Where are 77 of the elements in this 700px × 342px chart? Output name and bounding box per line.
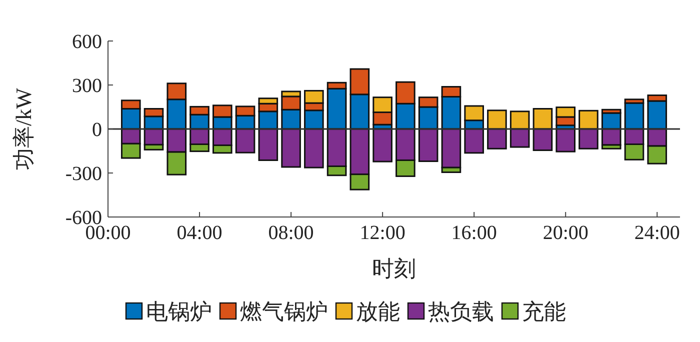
x-tick-label: 24:00	[634, 222, 680, 244]
bar	[281, 96, 301, 110]
bar	[120, 142, 141, 159]
bar	[258, 128, 278, 161]
bar	[624, 98, 644, 104]
bar	[326, 128, 347, 168]
bar	[396, 128, 416, 161]
x-tick-label: 08:00	[268, 222, 314, 244]
bar	[487, 128, 507, 150]
bar	[441, 96, 462, 130]
bar	[144, 108, 164, 118]
bar	[396, 81, 416, 104]
x-tick-label: 20:00	[542, 222, 588, 244]
y-axis-title: 功率/kW	[11, 88, 36, 170]
bar	[441, 166, 462, 174]
y-tick-label: 0	[92, 119, 102, 141]
bar	[190, 144, 210, 152]
x-tick-label: 04:00	[176, 222, 222, 244]
bar	[304, 128, 324, 168]
bar	[258, 98, 278, 104]
bar	[350, 94, 370, 130]
bar	[441, 86, 462, 98]
bar	[166, 98, 187, 130]
legend-label: 热负载	[428, 299, 494, 324]
bar	[487, 110, 507, 130]
bar	[120, 100, 141, 110]
legend-label: 充能	[522, 299, 566, 324]
bar	[532, 128, 553, 152]
legend-label: 放能	[356, 299, 400, 324]
bar	[578, 110, 598, 130]
bar	[350, 174, 370, 190]
bar	[556, 128, 576, 152]
bar	[464, 128, 484, 154]
bar	[396, 159, 416, 177]
y-tick-label: 600	[72, 31, 102, 53]
bar	[510, 110, 530, 130]
bar	[464, 105, 484, 122]
bar	[350, 128, 370, 176]
bar	[624, 144, 644, 160]
y-tick-label: -300	[65, 163, 102, 185]
bar	[601, 108, 622, 114]
y-tick-label: 300	[72, 75, 102, 97]
bar	[326, 82, 347, 90]
bar	[166, 82, 187, 100]
legend-label: 燃气锅炉	[240, 299, 328, 324]
bar	[418, 128, 438, 162]
bar	[556, 106, 576, 118]
bar	[326, 166, 347, 176]
bar	[441, 128, 462, 168]
bar	[304, 90, 324, 104]
bar	[326, 88, 347, 130]
bar	[166, 151, 187, 176]
bar	[532, 108, 553, 130]
x-tick-label: 12:00	[360, 222, 406, 244]
legend-label: 电锅炉	[146, 299, 212, 324]
bar	[144, 144, 164, 150]
bar	[647, 145, 668, 164]
bar	[281, 90, 301, 98]
bar	[212, 144, 232, 154]
bar	[510, 128, 530, 148]
bar	[578, 128, 598, 150]
bar	[212, 104, 232, 118]
bar	[372, 112, 392, 126]
bar	[281, 128, 301, 168]
bar	[647, 100, 668, 130]
bar	[418, 96, 438, 108]
bar	[350, 68, 370, 96]
x-axis-title: 时刻	[372, 256, 416, 281]
bar	[235, 128, 256, 154]
bar	[190, 106, 210, 116]
bar	[372, 128, 392, 162]
x-tick-label: 16:00	[451, 222, 497, 244]
bar	[372, 96, 392, 114]
bar	[647, 94, 668, 102]
bar	[601, 144, 622, 150]
bar	[235, 106, 256, 116]
bar	[396, 102, 416, 130]
